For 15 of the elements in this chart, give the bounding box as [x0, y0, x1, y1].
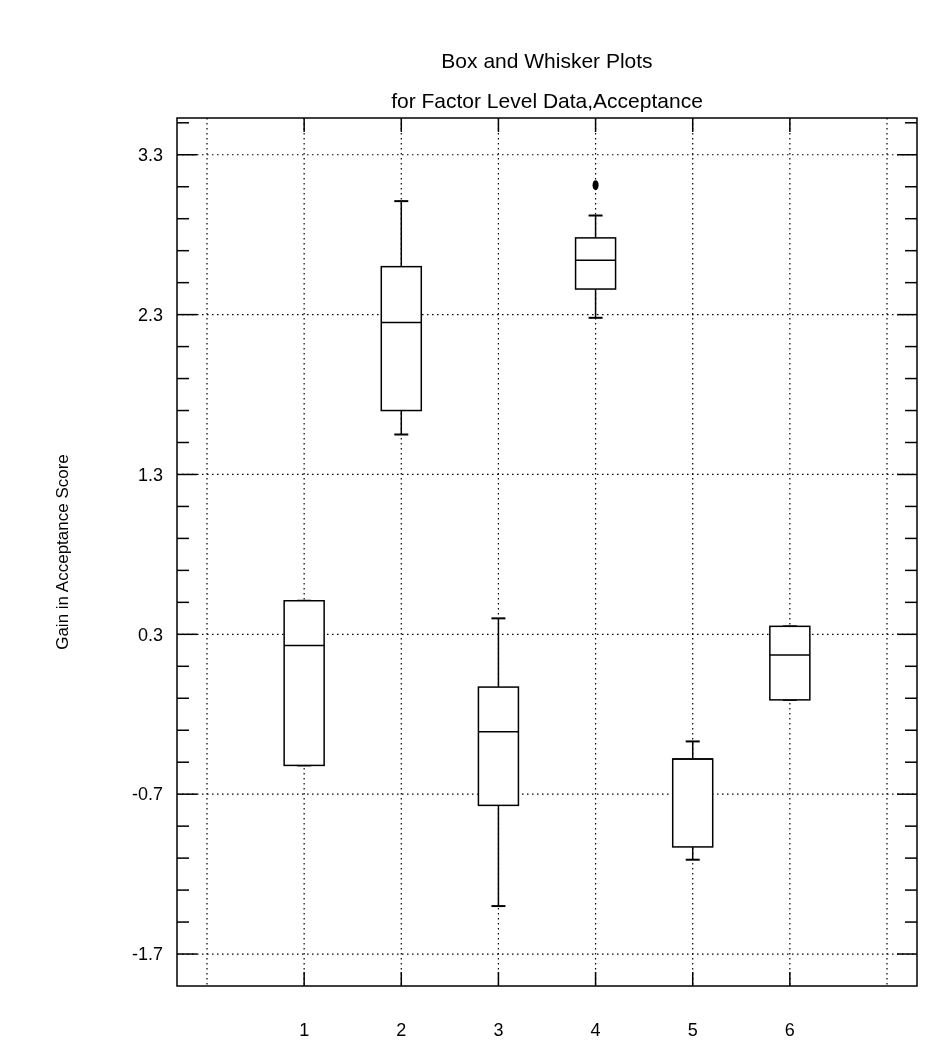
- y-tick-label: -0.7: [131, 784, 163, 805]
- y-tick-label: 2.3: [137, 304, 163, 325]
- x-tick-label: 1: [299, 1020, 310, 1040]
- chart-subtitle: for Factor Level Data,Acceptance: [391, 89, 703, 112]
- x-tick-label: 2: [396, 1020, 407, 1040]
- y-tick-label: 1.3: [137, 464, 163, 485]
- y-tick-label: 3.3: [137, 145, 163, 166]
- y-tick-label: -1.7: [131, 944, 163, 965]
- x-tick-label: 5: [687, 1020, 698, 1040]
- x-tick-label: 6: [784, 1020, 795, 1040]
- x-tick-label: 3: [493, 1020, 504, 1040]
- x-tick-label: 4: [590, 1020, 601, 1040]
- chart-title: Box and Whisker Plots: [441, 49, 653, 72]
- y-tick-label: 0.3: [137, 624, 163, 645]
- y-axis-title: Gain in Acceptance Score: [53, 454, 72, 650]
